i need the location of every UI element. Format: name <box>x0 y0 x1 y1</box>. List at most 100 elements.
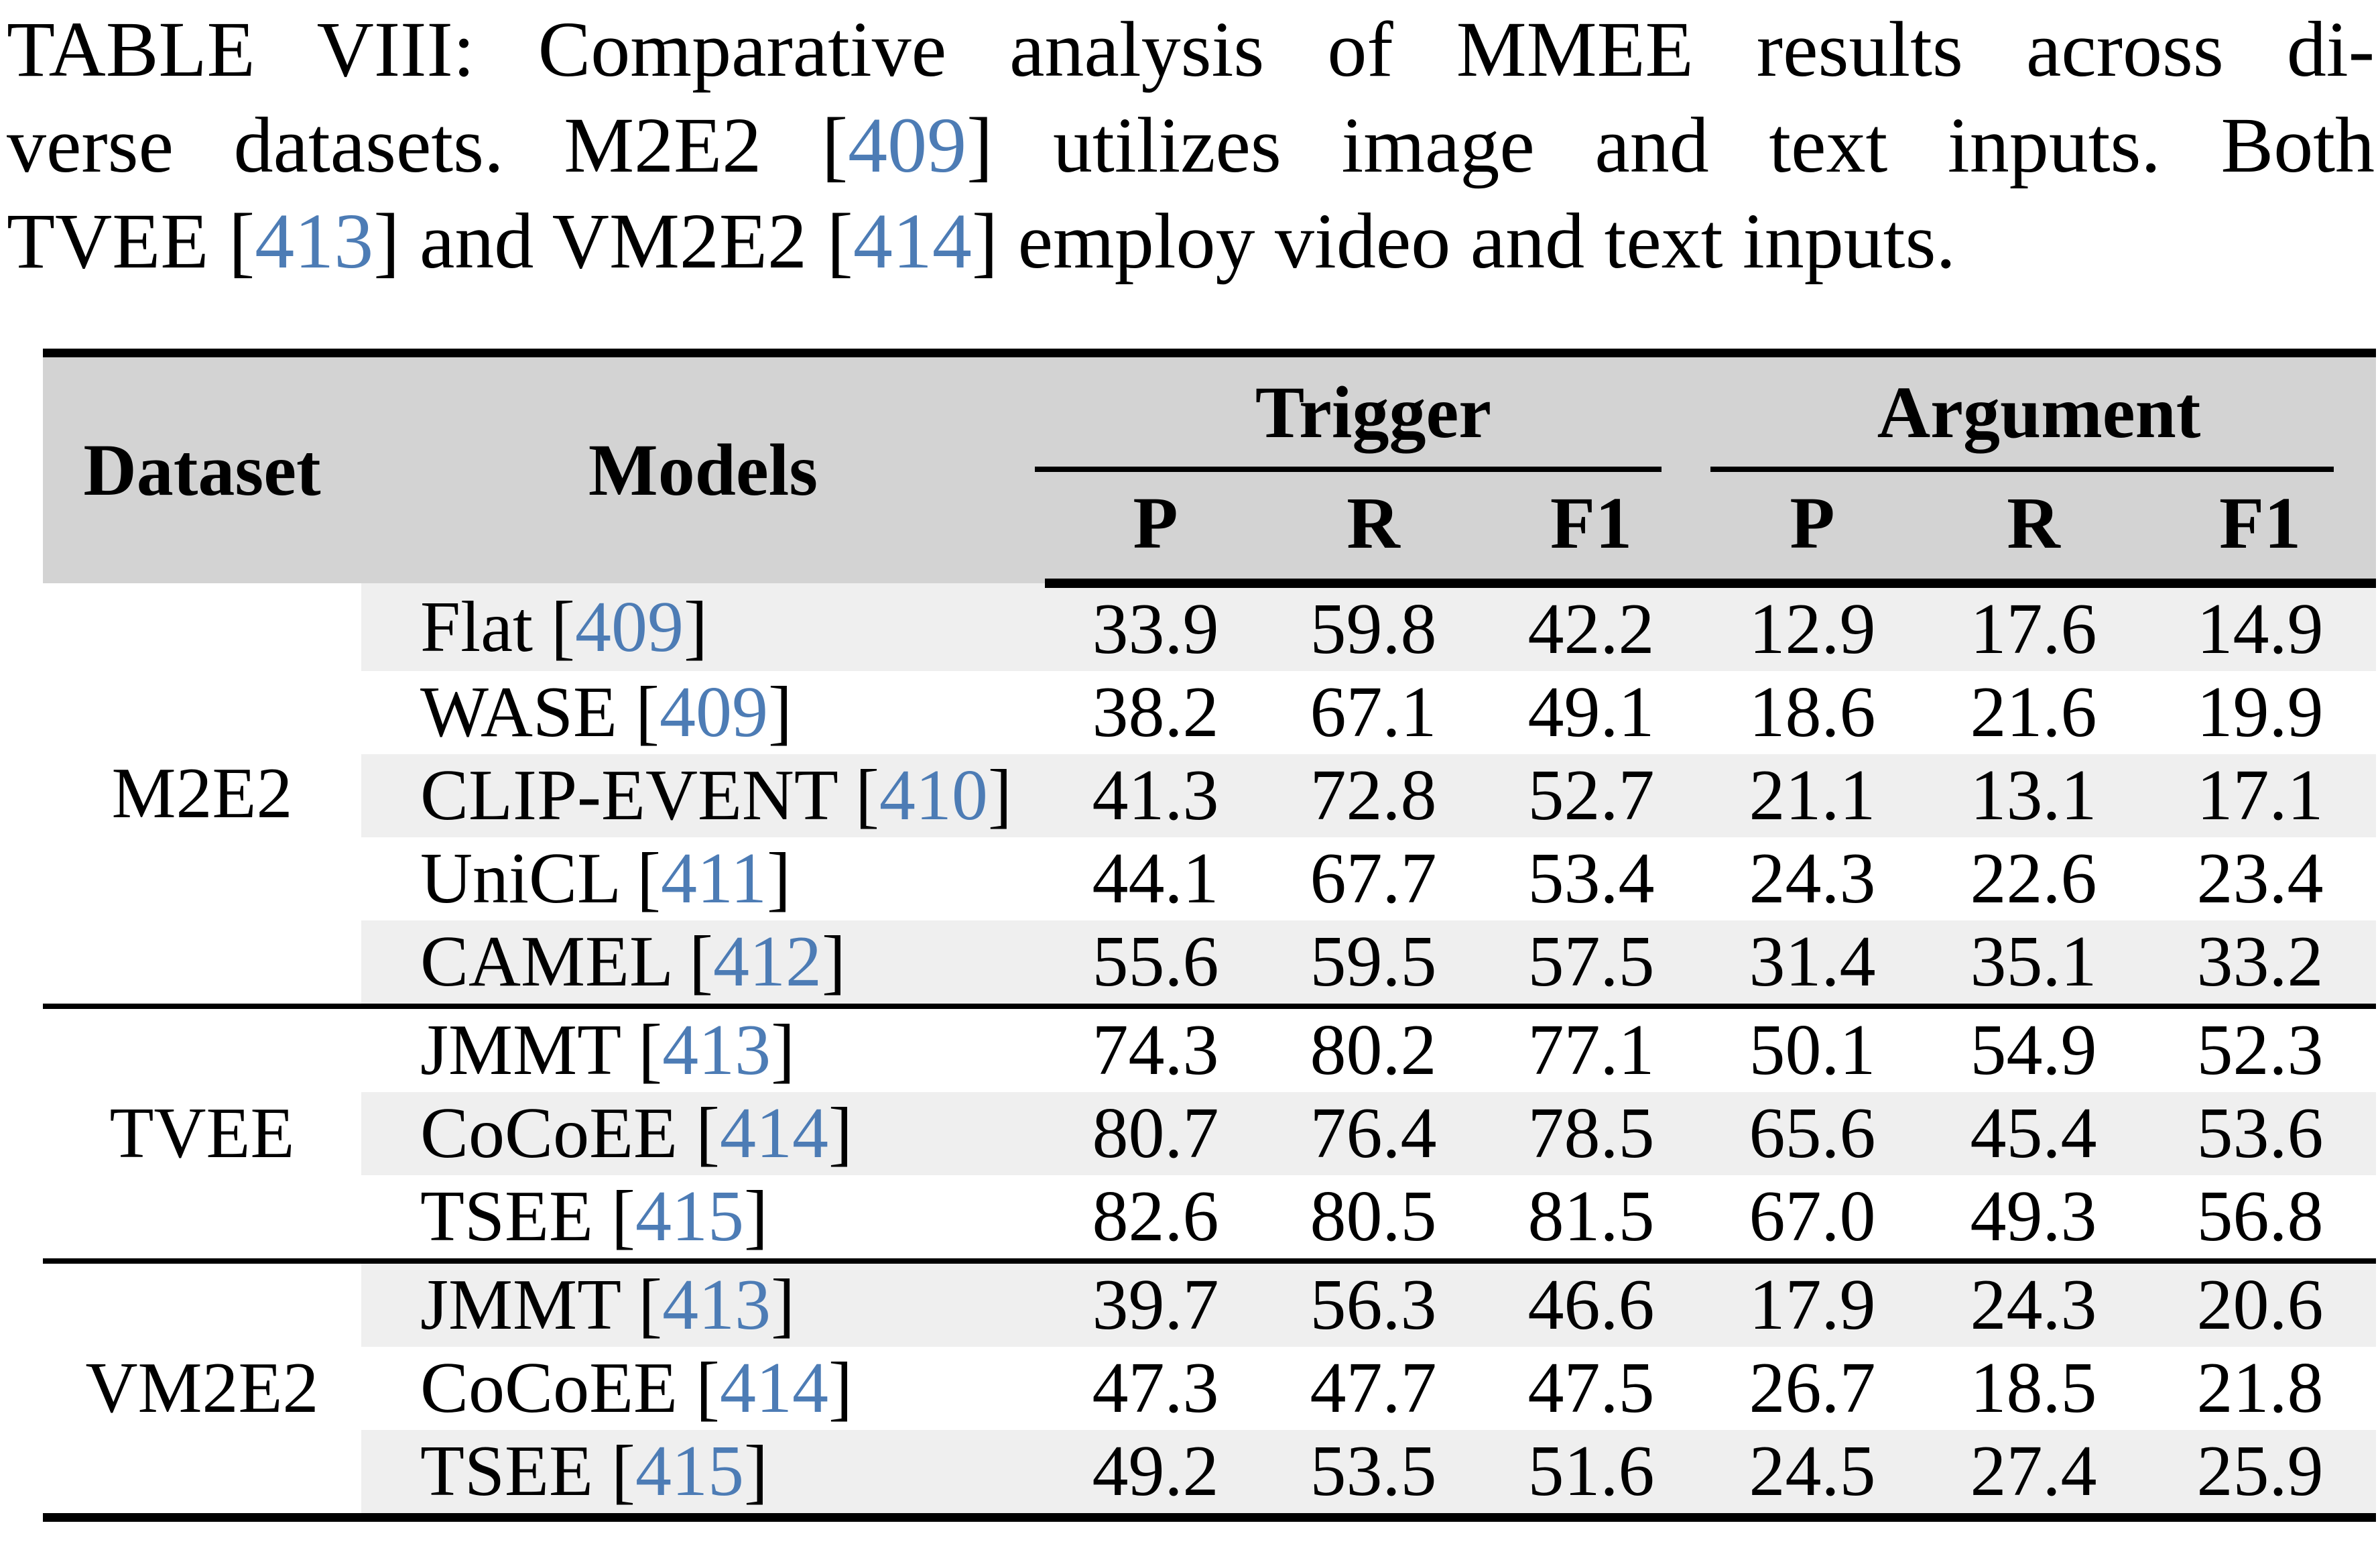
citation-ref[interactable]: 413 <box>662 1265 771 1345</box>
metric-value: 53.5 <box>1266 1430 1481 1513</box>
col-header-trigger-r: R <box>1266 468 1481 588</box>
metric-value: 35.1 <box>1923 920 2145 1006</box>
metric-header-row: P R F1 P R F1 <box>43 468 2377 588</box>
model-cell: JMMT [413] <box>361 1258 1045 1347</box>
metric-value: 82.6 <box>1092 1177 1219 1256</box>
citation-ref[interactable]: 414 <box>853 197 972 285</box>
col-header-argument-r: R <box>1923 468 2145 588</box>
model-suffix: ] <box>743 1431 768 1511</box>
metric-value: 33.9 <box>1045 583 1266 671</box>
metric-value: 18.5 <box>1970 1348 2097 1428</box>
metric-value: 19.9 <box>2196 672 2324 752</box>
col-header-argument-p: P <box>1702 468 1924 588</box>
metric-value: 41.3 <box>1045 754 1266 837</box>
model-suffix: ] <box>987 756 1012 835</box>
metric-value: 59.8 <box>1266 583 1481 671</box>
model-name: CAMEL [ <box>420 922 713 1002</box>
model-suffix: ] <box>771 1265 796 1345</box>
metric-value: 47.7 <box>1310 1348 1437 1428</box>
citation-ref[interactable]: 415 <box>635 1177 744 1256</box>
mmee-results-table: Dataset Models Trigger Argument P R F1 P… <box>43 357 2377 1513</box>
model-cell: CLIP-EVENT [410] <box>361 754 1045 837</box>
table-row: M2E2 Flat [409] 33.9 59.8 42.2 12.9 17.6 14.9 <box>43 583 2377 1006</box>
metric-value: 72.8 <box>1266 754 1481 837</box>
metric-value: 47.5 <box>1527 1348 1655 1428</box>
metric-value: 23.4 <box>2196 839 2324 918</box>
table-row: TSEE [415] 82.6 80.5 81.5 67.0 49.3 56.8 <box>43 1175 2376 1261</box>
col-header-trigger-p: P <box>1045 468 1266 588</box>
model-name: CLIP-EVENT [ <box>420 756 879 835</box>
model-suffix: ] <box>683 587 708 667</box>
table-header: Dataset Models Trigger Argument P R F1 P… <box>43 357 2377 588</box>
model-name: TSEE [ <box>420 1177 635 1256</box>
metric-value: 20.6 <box>2144 1258 2377 1347</box>
metric-value: 53.6 <box>2144 1092 2377 1175</box>
citation-ref[interactable]: 411 <box>660 839 767 918</box>
citation-ref[interactable]: 414 <box>719 1093 828 1173</box>
col-group-argument: Argument <box>1702 357 2377 468</box>
citation-ref[interactable]: 414 <box>719 1348 828 1428</box>
table-row: UniCL [411] 44.1 67.7 53.4 24.3 22.6 23.4 <box>43 837 2376 920</box>
model-name: Flat [ <box>420 587 575 667</box>
metric-value: 42.2 <box>1481 583 1702 671</box>
metric-value: 56.3 <box>1266 1258 1481 1347</box>
col-header-dataset: Dataset <box>43 357 361 583</box>
table-row: TSEE [415] 49.2 53.5 51.6 24.5 27.4 25.9 <box>43 1430 2377 1513</box>
metric-value: 33.2 <box>2144 920 2377 1006</box>
metric-value: 46.6 <box>1481 1258 1702 1347</box>
model-suffix: ] <box>828 1093 853 1173</box>
metric-value: 76.4 <box>1266 1092 1481 1175</box>
metric-value: 24.3 <box>1923 1258 2145 1347</box>
model-name: JMMT [ <box>420 1010 663 1090</box>
citation-ref[interactable]: 415 <box>635 1431 744 1511</box>
table-row: CAMEL [412] 55.6 59.5 57.5 31.4 35.1 33.2 <box>43 920 2377 1006</box>
caption-line-1: TABLE VIII: Comparative analysis of MMEE… <box>7 1 2375 97</box>
metric-value: 49.2 <box>1045 1430 1266 1513</box>
metric-value: 17.6 <box>1923 583 2145 671</box>
metric-value: 49.1 <box>1527 672 1655 752</box>
model-cell: WASE [409] <box>361 671 1045 754</box>
table-row: TVEE JMMT [413] 74.3 80.2 77.1 50.1 54.9 52.3 <box>43 1004 2377 1261</box>
table-body: M2E2 Flat [409] 33.9 59.8 42.2 12.9 17.6 14.9 WA… <box>43 583 2377 1513</box>
table-row: CoCoEE [414] 47.3 47.7 47.5 26.7 18.5 21.8 <box>43 1347 2376 1430</box>
citation-ref[interactable]: 413 <box>662 1010 771 1090</box>
caption-text: verse datasets. M2E2 [ <box>7 101 849 189</box>
model-cell: CoCoEE [414] <box>361 1347 1045 1430</box>
citation-ref[interactable]: 410 <box>879 756 988 835</box>
metric-value: 13.1 <box>1923 754 2145 837</box>
model-suffix: ] <box>821 922 846 1002</box>
citation-ref[interactable]: 409 <box>848 101 967 189</box>
metric-value: 52.7 <box>1481 754 1702 837</box>
metric-value: 65.6 <box>1702 1092 1924 1175</box>
metric-value: 49.3 <box>1970 1177 2097 1256</box>
metric-value: 17.1 <box>2144 754 2377 837</box>
metric-value: 14.9 <box>2144 583 2377 671</box>
table-top-rule <box>43 349 2376 357</box>
model-cell: Flat [409] <box>361 583 1045 671</box>
citation-ref[interactable]: 413 <box>255 197 374 285</box>
metric-value: 80.2 <box>1266 1004 1481 1092</box>
metric-value: 26.7 <box>1749 1348 1876 1428</box>
metric-value: 51.6 <box>1481 1430 1702 1513</box>
metric-value: 78.5 <box>1481 1092 1702 1175</box>
caption-text: ] employ video and text inputs. <box>971 197 1956 285</box>
argument-cmidrule <box>1710 467 2334 472</box>
citation-ref[interactable]: 409 <box>659 672 768 752</box>
metric-value: 74.3 <box>1045 1004 1266 1092</box>
citation-ref[interactable]: 409 <box>574 587 684 667</box>
caption-text: ] utilizes image and text inputs. Both <box>966 101 2375 189</box>
metric-value: 59.5 <box>1266 920 1481 1006</box>
model-cell: CAMEL [412] <box>361 920 1045 1006</box>
col-header-models: Models <box>361 357 1045 583</box>
metric-value: 38.2 <box>1092 672 1219 752</box>
metric-value: 50.1 <box>1702 1004 1924 1092</box>
table-bottom-rule <box>43 1513 2376 1522</box>
model-cell: TSEE [415] <box>361 1430 1045 1513</box>
dataset-cell: VM2E2 <box>43 1258 361 1513</box>
metric-value: 80.5 <box>1310 1177 1437 1256</box>
model-name: CoCoEE [ <box>420 1348 720 1428</box>
model-cell: CoCoEE [414] <box>361 1092 1045 1175</box>
model-cell: JMMT [413] <box>361 1004 1045 1092</box>
citation-ref[interactable]: 412 <box>712 922 822 1002</box>
metric-value: 45.4 <box>1923 1092 2145 1175</box>
